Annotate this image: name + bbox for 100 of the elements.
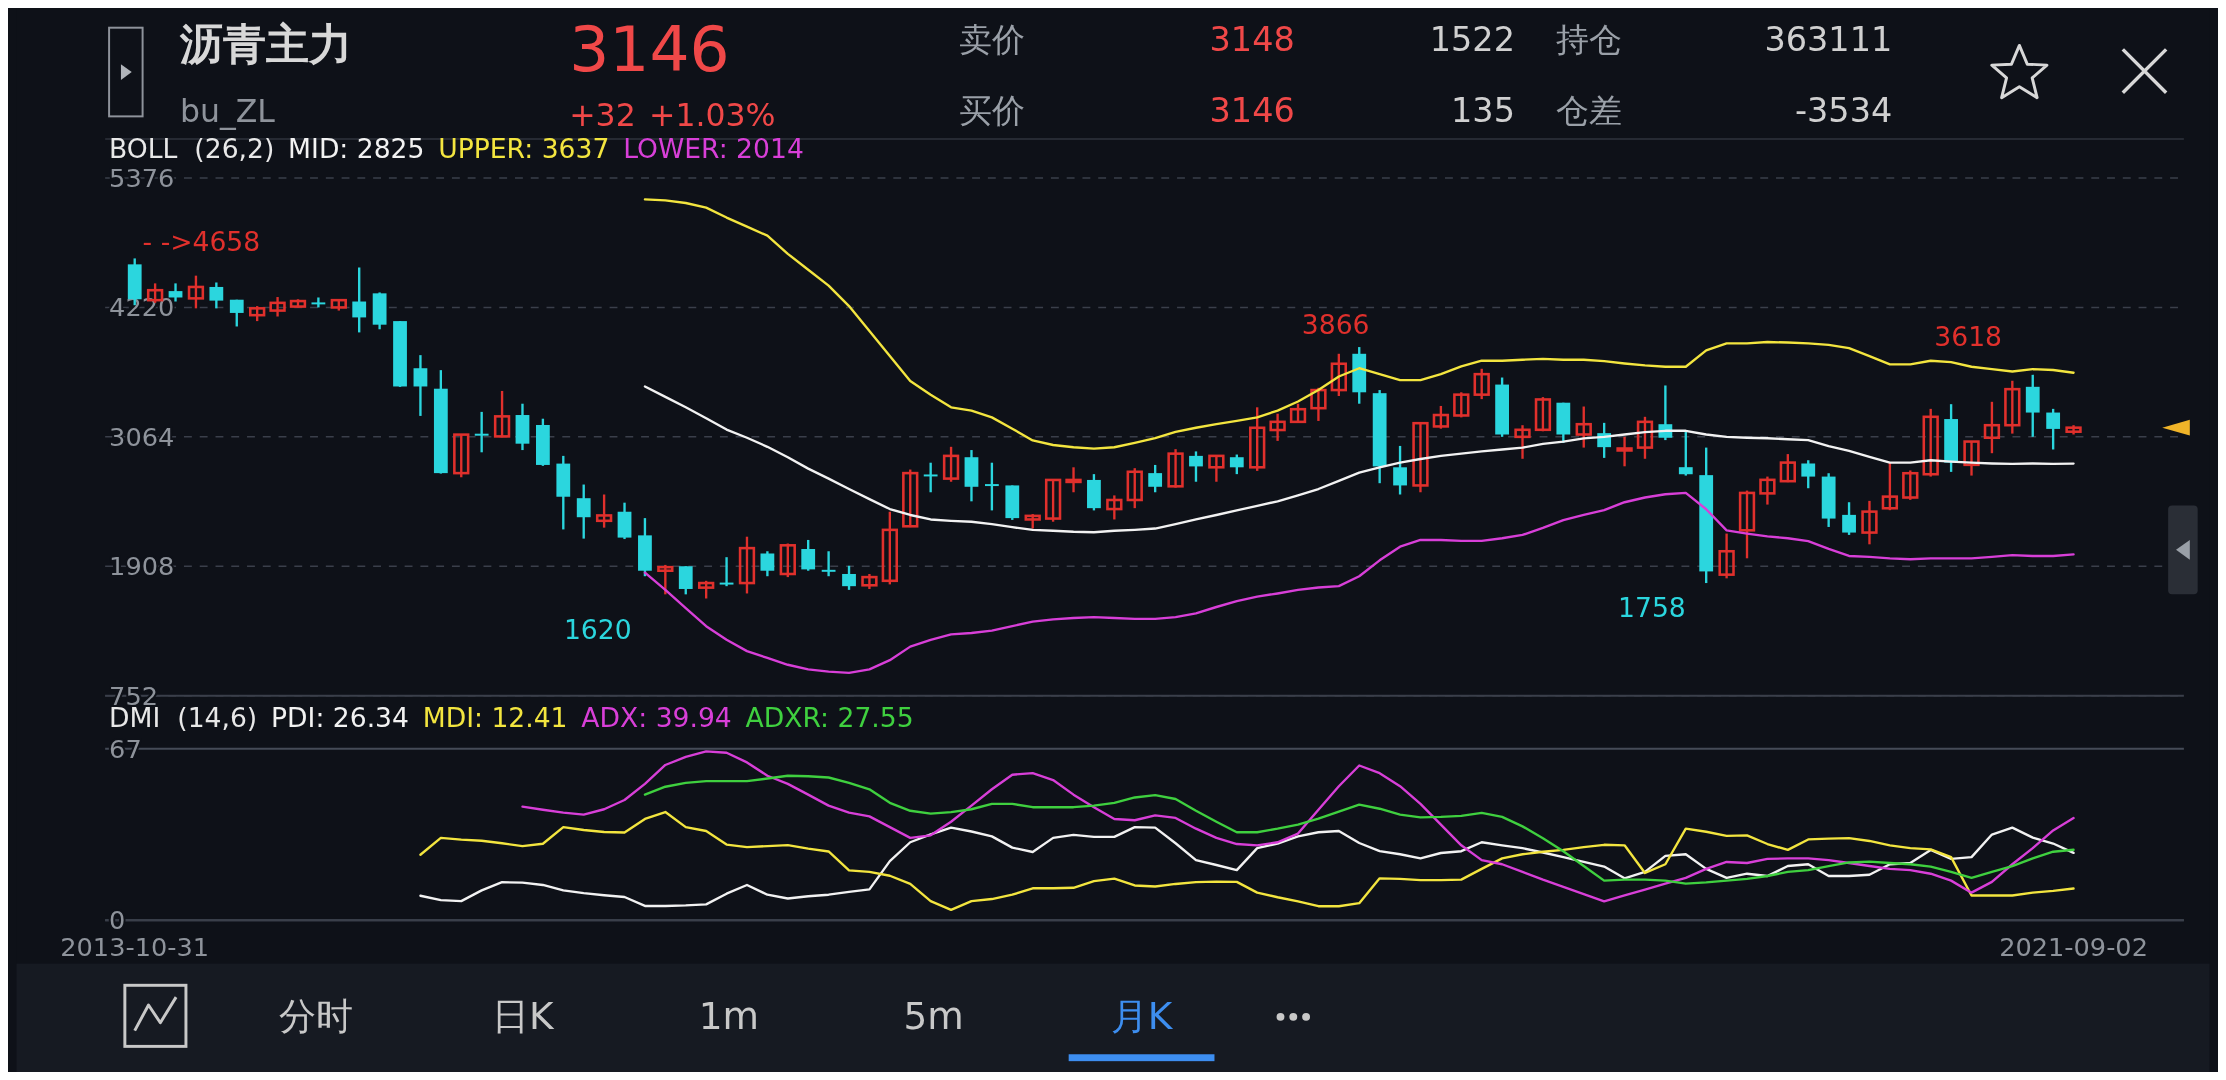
candlestick	[1881, 461, 1899, 512]
y-tick-label: 3064	[109, 421, 175, 452]
annotation: 1758	[1618, 591, 1686, 623]
candlestick	[1861, 499, 1878, 546]
candlestick	[209, 281, 224, 310]
candlestick	[311, 296, 326, 309]
candlestick	[923, 461, 938, 494]
annotation: - ->4658	[142, 225, 261, 257]
candlestick	[1065, 466, 1082, 494]
text: MDI: 12.41	[422, 702, 568, 734]
annotation: 1620	[563, 613, 632, 645]
candlestick	[801, 538, 816, 572]
text: 仓差	[1556, 91, 1623, 131]
line-series	[643, 774, 2075, 885]
text: 3146	[569, 12, 730, 87]
text: 持仓	[1556, 20, 1623, 60]
text: 1m	[698, 993, 759, 1038]
candlestick	[1473, 367, 1490, 401]
text: 5m	[903, 993, 964, 1038]
candlestick	[779, 542, 796, 579]
candlestick	[1249, 406, 1266, 473]
annotation: 3866	[1301, 309, 1370, 341]
x-tick-label: 2021-09-02	[1999, 931, 2148, 962]
candlestick	[229, 298, 244, 328]
candlestick	[657, 563, 674, 596]
text: LOWER: 2014	[623, 132, 804, 164]
text: 分时	[278, 993, 353, 1038]
text: +32	[569, 97, 636, 134]
text: 363111	[1764, 20, 1893, 60]
text: 月K	[1110, 993, 1174, 1038]
candlestick	[1902, 469, 1919, 502]
candlestick	[1678, 430, 1693, 477]
candlestick	[1658, 384, 1673, 442]
candlestick	[902, 468, 919, 529]
line-series	[419, 810, 2075, 911]
text: 日K	[492, 993, 556, 1038]
candlestick	[1779, 452, 1797, 484]
candlestick	[453, 433, 470, 479]
candlestick	[269, 295, 286, 318]
chart-title: 沥青主力	[179, 19, 353, 70]
candlestick	[1044, 478, 1062, 523]
series-label: ADX: 39.94	[581, 702, 732, 734]
candlestick	[1208, 454, 1225, 483]
series-label: UPPER: 3637	[438, 132, 610, 164]
text: +1.03%	[648, 97, 776, 134]
candlestick	[1289, 402, 1307, 424]
candlestick	[352, 266, 367, 334]
legend-title: BOLL (26,2)	[109, 132, 275, 164]
candlestick	[1922, 407, 1939, 478]
text: PDI: 26.34	[271, 702, 409, 734]
line-series	[419, 825, 2075, 908]
y-tick-label: 1908	[109, 551, 175, 582]
candlestick	[1330, 352, 1348, 398]
candlestick	[413, 353, 428, 418]
text: 1522	[1429, 20, 1515, 60]
candlestick	[1432, 404, 1450, 430]
candlestick	[2004, 379, 2021, 435]
candlestick	[1229, 453, 1244, 476]
candlestick	[1801, 459, 1816, 490]
candlestick	[1269, 412, 1286, 443]
y-tick-label: 5376	[109, 163, 175, 194]
candlestick	[1983, 400, 2001, 455]
candlestick	[1310, 386, 1327, 423]
candlestick	[942, 445, 960, 483]
candlestick	[1718, 532, 1735, 580]
line-series	[643, 198, 2075, 450]
candlestick	[1514, 424, 1531, 460]
candlestick	[1148, 463, 1163, 494]
candlestick	[1963, 440, 1980, 477]
text: 135	[1451, 91, 1515, 131]
candlestick	[2046, 407, 2061, 451]
candlestick	[1575, 405, 1592, 449]
text: 买价	[959, 91, 1026, 131]
candlestick	[1636, 415, 1654, 460]
text: 3146	[1209, 91, 1295, 131]
candlestick	[1167, 447, 1184, 489]
candlestick	[1453, 391, 1470, 419]
candlestick	[1738, 489, 1756, 560]
candlestick	[821, 550, 836, 578]
candlestick	[1106, 494, 1123, 521]
candlestick	[1759, 475, 1776, 506]
chart-subtitle: bu_ZL	[180, 93, 276, 131]
line-series	[643, 385, 2075, 534]
candlestick	[1534, 395, 1552, 433]
candlestick	[738, 535, 756, 595]
candlestick	[187, 274, 205, 310]
candlestick	[1126, 467, 1143, 510]
line-series	[521, 750, 2075, 903]
candlestick	[493, 389, 511, 439]
candlestick	[984, 461, 999, 512]
candlestick	[719, 556, 734, 588]
candlestick	[881, 510, 899, 586]
candlestick	[1616, 435, 1633, 468]
candlestick	[595, 493, 613, 529]
text: MID: 2825	[288, 132, 425, 164]
candlestick	[1412, 421, 1429, 494]
candlestick	[474, 410, 489, 454]
candlestick	[678, 565, 693, 596]
candlestick	[760, 550, 775, 578]
annotation: 3618	[1934, 320, 2002, 352]
